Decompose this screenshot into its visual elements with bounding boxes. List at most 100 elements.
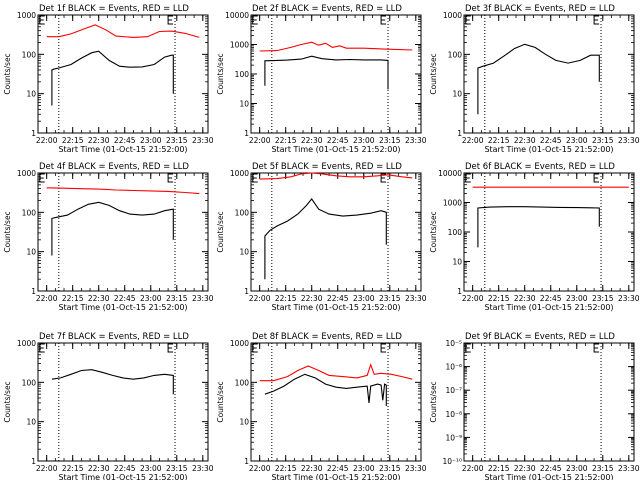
det6-axes-frame [463, 172, 635, 292]
det7-x-tick-label: 23:00 [140, 464, 162, 473]
det5-x-tick-label: 22:00 [249, 294, 271, 303]
det4-x-tick-label: 22:15 [62, 294, 84, 303]
det5-x-tick-label: 22:30 [301, 294, 323, 303]
det6-x-tick-label: 23:15 [592, 294, 614, 303]
det9-x-tick-label: 23:00 [566, 464, 588, 473]
det2-x-tick-label: 22:30 [301, 136, 323, 145]
det9-y-axis-label: Counts/sec [429, 381, 438, 422]
det3-x-tick-label: 22:15 [488, 136, 510, 145]
det3-x-axis-label: Start Time (01-Oct-15 21:52:00) [484, 145, 613, 154]
det4-title: Det 4f BLACK = Events, RED = LLD [39, 162, 189, 172]
det4-x-tick-label: 23:00 [140, 294, 162, 303]
det5-y-tick-label: 10 [239, 248, 249, 257]
det9-y-tick-label: 10⁻⁵ [445, 339, 462, 348]
det8-x-tick-label: 23:30 [405, 464, 427, 473]
det9-y-tick-label: 10⁻⁹ [445, 433, 462, 442]
det4-axes-frame [37, 172, 209, 292]
det4-events-series-line [51, 201, 174, 256]
det5-x-tick-label: 23:15 [379, 294, 401, 303]
det5-x-tick-label: 23:30 [405, 294, 427, 303]
det1-y-tick-label: 100 [22, 50, 37, 59]
det3-y-tick-label: 1 [457, 129, 462, 138]
det8-x-tick-label: 23:00 [353, 464, 375, 473]
det5-y-tick-label: 1 [244, 287, 249, 296]
det8-y-tick-label: 1000 [230, 339, 249, 348]
det5-x-tick-label: 23:00 [353, 294, 375, 303]
det6-y-tick-label: 1000 [443, 199, 462, 208]
det1-y-tick-label: 10 [26, 90, 36, 99]
det7-axes-frame [37, 342, 209, 462]
det8-x-tick-label: 23:15 [379, 464, 401, 473]
det8-x-axis-label: Start Time (01-Oct-15 21:52:00) [271, 473, 400, 480]
det9-x-tick-label: 22:45 [540, 464, 562, 473]
det1-marker-1 [167, 15, 174, 25]
det9-y-tick-label: 10⁻¹⁰ [442, 457, 462, 466]
det7-x-axis-label: Start Time (01-Oct-15 21:52:00) [58, 473, 187, 480]
det4-y-tick-label: 100 [22, 208, 37, 217]
det7-x-tick-label: 22:15 [62, 464, 84, 473]
det3-x-tick-label: 23:00 [566, 136, 588, 145]
det4-x-tick-label: 23:30 [192, 294, 214, 303]
det9-x-axis-label: Start Time (01-Oct-15 21:52:00) [484, 473, 613, 480]
det2-x-tick-label: 22:15 [275, 136, 297, 145]
det9-y-tick-label: 10⁻⁷ [445, 386, 462, 395]
det1-title: Det 1f BLACK = Events, RED = LLD [39, 4, 189, 14]
det6-y-tick-label: 10 [452, 258, 462, 267]
det6-x-tick-label: 22:15 [488, 294, 510, 303]
det5-marker-0 [252, 173, 258, 183]
det7-marker-1 [167, 343, 174, 353]
det5-y-tick-label: 1000 [230, 169, 249, 178]
det8-y-tick-label: 1 [244, 457, 249, 466]
det6-marker-1 [593, 173, 600, 183]
det7-y-tick-label: 1000 [17, 339, 36, 348]
det8-lld-series-line [259, 363, 413, 382]
det3-marker-0 [465, 15, 471, 25]
det6-x-tick-label: 22:00 [462, 294, 484, 303]
det1-events-series-line [51, 50, 174, 106]
det8-axes-frame [250, 342, 422, 462]
det2-x-tick-label: 22:45 [327, 136, 349, 145]
det7-y-tick-label: 1 [31, 457, 36, 466]
det4-y-tick-label: 10 [26, 248, 36, 257]
det2-y-tick-label: 10000 [225, 11, 249, 20]
det4-x-tick-label: 22:45 [114, 294, 136, 303]
det3-marker-1 [593, 15, 600, 25]
det5-x-tick-label: 22:45 [327, 294, 349, 303]
det2-x-tick-label: 23:30 [405, 136, 427, 145]
det7-x-tick-label: 23:30 [192, 464, 214, 473]
det8-x-tick-label: 22:15 [275, 464, 297, 473]
det1-y-tick-label: 1000 [17, 11, 36, 20]
det7-y-tick-label: 10 [26, 418, 36, 427]
det3-x-tick-label: 23:15 [592, 136, 614, 145]
det3-y-axis-label: Counts/sec [429, 53, 438, 94]
det2-x-axis-label: Start Time (01-Oct-15 21:52:00) [271, 145, 400, 154]
det4-marker-1 [167, 173, 174, 183]
det8-y-tick-label: 10 [239, 418, 249, 427]
det1-x-tick-label: 22:30 [88, 136, 110, 145]
det3-x-tick-label: 22:00 [462, 136, 484, 145]
det2-y-tick-label: 1 [244, 129, 249, 138]
det8-marker-0 [252, 343, 258, 353]
det1-x-tick-label: 22:15 [62, 136, 84, 145]
det6-x-tick-label: 22:45 [540, 294, 562, 303]
det2-lld-series-line [259, 41, 413, 52]
det9-y-tick-label: 10⁻⁸ [445, 410, 462, 419]
det4-y-axis-label: Counts/sec [3, 211, 12, 252]
det1-axes-frame [37, 14, 209, 134]
det3-x-tick-label: 22:45 [540, 136, 562, 145]
det7-x-tick-label: 22:00 [36, 464, 58, 473]
det3-x-tick-label: 22:30 [514, 136, 536, 145]
det4-x-tick-label: 22:30 [88, 294, 110, 303]
det7-x-tick-label: 22:30 [88, 464, 110, 473]
det5-title: Det 5f BLACK = Events, RED = LLD [252, 162, 402, 172]
det2-y-tick-label: 100 [235, 70, 250, 79]
det2-x-tick-label: 23:00 [353, 136, 375, 145]
det3-events-series-line [477, 43, 600, 115]
det5-y-axis-label: Counts/sec [216, 211, 225, 252]
det2-y-tick-label: 10 [239, 100, 249, 109]
det5-axes-frame [250, 172, 422, 292]
det7-events-series-line [51, 369, 174, 395]
det1-x-tick-label: 23:15 [166, 136, 188, 145]
det5-x-tick-label: 22:15 [275, 294, 297, 303]
det2-title: Det 2f BLACK = Events, RED = LLD [252, 4, 402, 14]
